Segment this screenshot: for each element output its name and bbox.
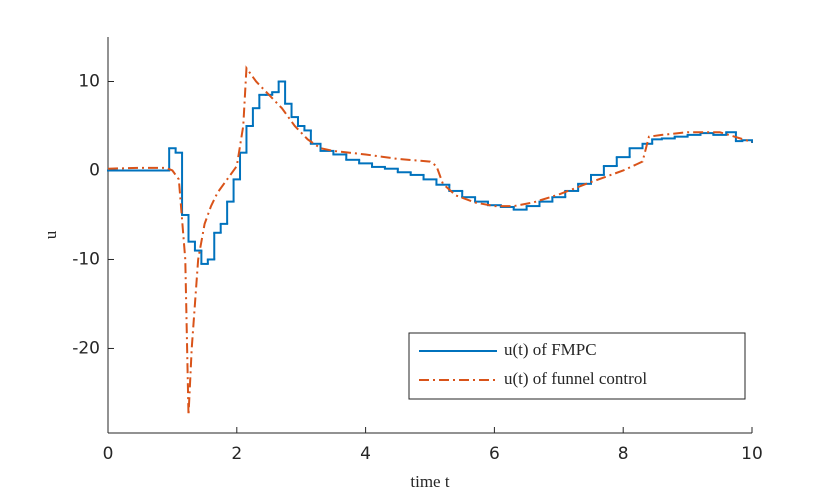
y-tick-label: -10 [72,249,100,269]
x-tick-label: 10 [741,444,763,464]
legend-label: u(t) of FMPC [504,340,597,359]
y-tick-label: -20 [72,338,100,358]
x-tick-label: 0 [103,444,114,464]
legend-box [408,332,746,400]
y-axis-label: u [41,230,60,239]
x-axis-label: time t [410,472,449,491]
x-tick-label: 6 [489,444,500,464]
x-tick-label: 2 [231,444,242,464]
x-tick-label: 4 [360,444,371,464]
x-tick-label: 8 [618,444,629,464]
y-tick-label: 10 [78,71,100,91]
y-tick-label: 0 [89,160,100,180]
series-line [107,65,753,416]
legend-label: u(t) of funnel control [504,369,647,388]
